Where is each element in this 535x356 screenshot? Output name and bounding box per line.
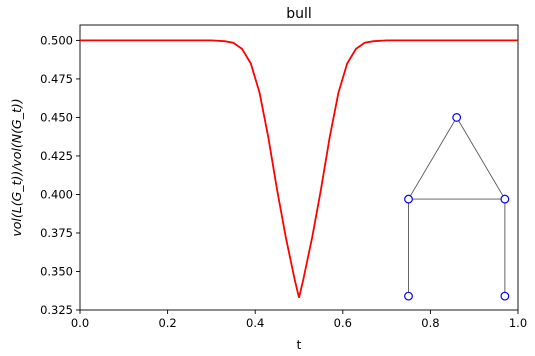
x-tick-label: 0.6	[334, 316, 352, 330]
x-axis-ticks: 0.0 0.2 0.4 0.6 0.8 1.0	[71, 310, 527, 330]
chart-title: bull	[286, 6, 312, 22]
y-tick-label: 0.400	[40, 187, 73, 201]
x-tick-label: 0.2	[158, 316, 176, 330]
x-tick-label: 1.0	[509, 316, 527, 330]
x-tick-label: 0.0	[71, 316, 89, 330]
y-tick-label: 0.325	[40, 303, 73, 317]
y-axis-label: vol(L(G_t))/vol(N(G_t))	[9, 98, 24, 236]
y-tick-label: 0.350	[40, 264, 73, 278]
y-tick-label: 0.475	[40, 72, 73, 86]
inset-edge	[456, 117, 506, 200]
x-tick-label: 0.8	[421, 316, 439, 330]
inset-node-right	[500, 194, 510, 204]
inset-node-left	[404, 194, 413, 204]
inset-node-left-horn	[404, 291, 413, 301]
inset-edge	[408, 117, 458, 200]
y-tick-label: 0.425	[40, 149, 73, 163]
series-line	[80, 39, 518, 298]
y-axis-ticks: 0.325 0.350 0.375 0.400 0.425 0.450 0.475 0.500	[40, 33, 80, 317]
y-tick-label: 0.375	[40, 226, 73, 240]
y-tick-label: 0.450	[40, 110, 73, 124]
x-axis-label: t	[297, 337, 302, 352]
y-tick-label: 0.500	[40, 33, 73, 47]
plot-frame	[79, 24, 519, 311]
inset-node-right-horn	[500, 291, 510, 301]
inset-graph	[404, 113, 510, 301]
inset-node-top	[452, 113, 462, 122]
x-tick-label: 0.4	[246, 316, 264, 330]
